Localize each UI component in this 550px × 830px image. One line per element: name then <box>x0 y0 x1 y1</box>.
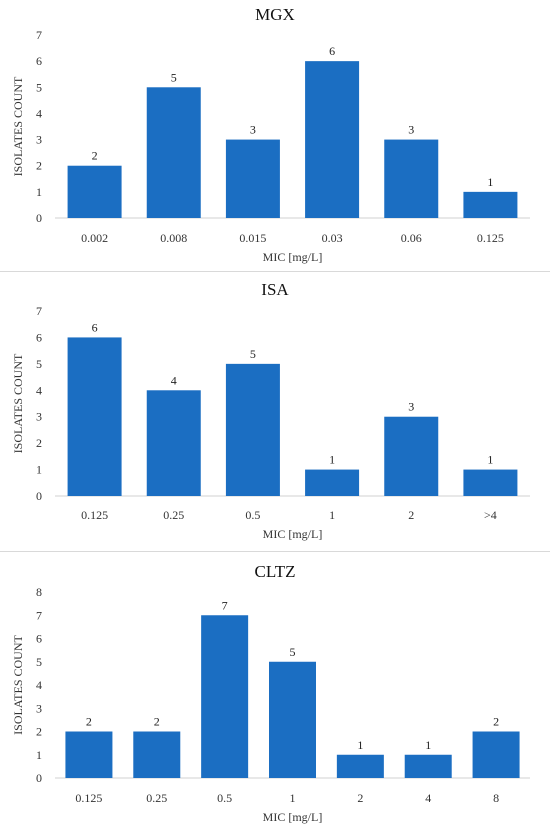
x-tick-label: 0.06 <box>401 231 422 245</box>
chart-panel-isa: ISA 0 1 2 3 4 5 6 7 ISOLATES COUNT 6 0.125 4 0.25 5 0.5… <box>0 277 550 547</box>
data-label: 2 <box>493 715 499 729</box>
x-tick-label: 0.25 <box>146 791 167 805</box>
chart-title: CLTZ <box>255 562 296 581</box>
data-label: 2 <box>92 149 98 163</box>
chart-panel-mgx: MGX 0 1 2 3 4 5 6 7 ISOLATES COUNT 2 0.002 5 0.008 3 0.… <box>0 0 550 270</box>
data-label: 1 <box>329 453 335 467</box>
y-tick-label: 5 <box>36 80 42 94</box>
bar <box>133 731 181 778</box>
y-tick-label: 6 <box>36 54 42 68</box>
y-tick-label: 5 <box>36 655 42 669</box>
bar-chart-isa: ISA 0 1 2 3 4 5 6 7 ISOLATES COUNT 6 0.125 4 0.25 5 0.5… <box>11 280 530 541</box>
x-tick-label: 8 <box>493 791 499 805</box>
bar <box>225 363 280 496</box>
bar <box>225 139 280 218</box>
x-tick-label: 1 <box>329 508 335 522</box>
chart-title: MGX <box>255 5 295 24</box>
bar <box>384 416 439 496</box>
data-label: 1 <box>487 175 493 189</box>
x-tick-label: 0.002 <box>81 231 108 245</box>
data-label: 6 <box>329 44 335 58</box>
y-tick-label: 1 <box>36 185 42 199</box>
y-tick-label: 2 <box>36 436 42 450</box>
bar <box>305 469 360 496</box>
y-tick-label: 5 <box>36 357 42 371</box>
bar <box>404 754 452 778</box>
x-tick-label: 0.5 <box>245 508 260 522</box>
bar <box>65 731 113 778</box>
x-tick-label: 2 <box>357 791 363 805</box>
y-tick-label: 0 <box>36 211 42 225</box>
bar <box>384 139 439 218</box>
x-tick-label: 0.125 <box>81 508 108 522</box>
x-tick-label: 0.03 <box>322 231 343 245</box>
y-tick-label: 7 <box>36 608 42 622</box>
bar <box>305 61 360 219</box>
x-tick-label: 0.015 <box>239 231 266 245</box>
y-tick-label: 6 <box>36 632 42 646</box>
y-tick-label: 4 <box>36 383 42 397</box>
x-tick-label: 2 <box>408 508 414 522</box>
x-tick-label: 0.5 <box>217 791 232 805</box>
x-tick-label: >4 <box>484 508 497 522</box>
y-tick-label: 8 <box>36 585 42 599</box>
y-tick-label: 7 <box>36 304 42 318</box>
data-label: 1 <box>425 738 431 752</box>
data-label: 1 <box>357 738 363 752</box>
data-label: 4 <box>171 373 177 387</box>
bar <box>67 165 122 218</box>
x-tick-label: 0.125 <box>477 231 504 245</box>
data-label: 3 <box>408 400 414 414</box>
y-tick-label: 6 <box>36 330 42 344</box>
y-tick-label: 0 <box>36 489 42 503</box>
y-tick-label: 2 <box>36 159 42 173</box>
data-label: 7 <box>222 598 228 612</box>
x-axis-title: MIC [mg/L] <box>263 810 323 824</box>
bar <box>336 754 384 778</box>
data-label: 3 <box>250 123 256 137</box>
bar <box>67 337 122 496</box>
bar-chart-cltz: CLTZ 0 1 2 3 4 5 6 7 8 ISOLATES COUNT 2 0.125 2 0.25 7 0… <box>11 562 530 824</box>
y-tick-label: 0 <box>36 771 42 785</box>
bar <box>201 615 249 778</box>
y-tick-label: 1 <box>36 748 42 762</box>
chart-panel-cltz: CLTZ 0 1 2 3 4 5 6 7 8 ISOLATES COUNT 2 0.125 2 0.25 7 0… <box>0 557 550 830</box>
data-label: 2 <box>86 715 92 729</box>
y-tick-label: 1 <box>36 463 42 477</box>
data-label: 5 <box>171 70 177 84</box>
divider <box>0 271 550 272</box>
y-axis-title: ISOLATES COUNT <box>11 353 25 453</box>
bar <box>472 731 520 778</box>
data-label: 6 <box>92 320 98 334</box>
bar <box>463 191 518 218</box>
y-tick-label: 3 <box>36 701 42 715</box>
data-label: 5 <box>250 347 256 361</box>
bar <box>146 390 201 496</box>
y-axis-title: ISOLATES COUNT <box>11 634 25 734</box>
y-tick-label: 4 <box>36 106 42 120</box>
bar <box>269 661 316 778</box>
data-label: 1 <box>487 453 493 467</box>
bar <box>146 87 201 219</box>
x-tick-label: 0.008 <box>160 231 187 245</box>
y-tick-label: 3 <box>36 133 42 147</box>
x-tick-label: 0.25 <box>163 508 184 522</box>
data-label: 3 <box>408 123 414 137</box>
data-label: 2 <box>154 715 160 729</box>
chart-title: ISA <box>261 280 289 299</box>
y-tick-label: 7 <box>36 28 42 42</box>
x-tick-label: 4 <box>425 791 431 805</box>
bar-chart-mgx: MGX 0 1 2 3 4 5 6 7 ISOLATES COUNT 2 0.002 5 0.008 3 0.… <box>11 5 530 264</box>
x-axis-title: MIC [mg/L] <box>263 250 323 264</box>
bar <box>463 469 518 496</box>
data-label: 5 <box>290 645 296 659</box>
x-axis-title: MIC [mg/L] <box>263 527 323 541</box>
divider <box>0 551 550 552</box>
x-tick-label: 0.125 <box>75 791 102 805</box>
y-axis-title: ISOLATES COUNT <box>11 76 25 176</box>
y-tick-label: 3 <box>36 410 42 424</box>
x-tick-label: 1 <box>290 791 296 805</box>
y-tick-label: 4 <box>36 678 42 692</box>
y-tick-label: 2 <box>36 725 42 739</box>
